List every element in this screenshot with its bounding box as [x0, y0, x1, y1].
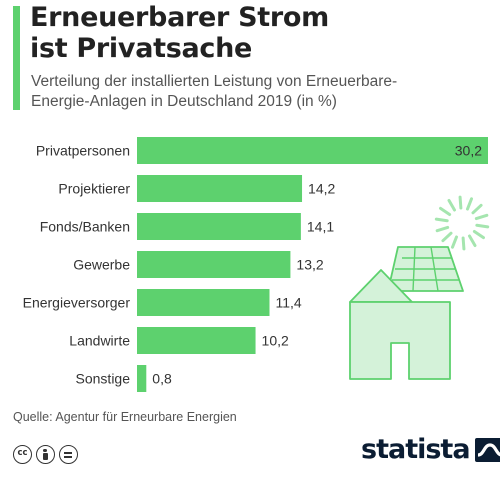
bar-energieversorger: [137, 289, 270, 316]
house-icon: [349, 269, 451, 380]
subtitle-line-2: Energie-Anlagen in Deutschland 2019 (in …: [31, 93, 337, 110]
value-label: 14,1: [307, 219, 334, 235]
sun-icon: [434, 195, 490, 251]
subtitle-line-1: Verteilung der installierten Leistung vo…: [31, 73, 398, 90]
sun-ray: [439, 206, 452, 217]
brand-name: statista: [361, 434, 471, 465]
sun-ray: [441, 231, 453, 243]
category-label: Privatpersonen: [36, 143, 130, 159]
bar-landwirte: [137, 327, 256, 354]
value-label: 14,2: [308, 181, 335, 197]
category-label: Fonds/Banken: [40, 219, 130, 235]
sun-ray: [474, 213, 489, 221]
bar-gewerbe: [137, 251, 291, 278]
sun-ray: [435, 225, 450, 233]
value-label: 13,2: [296, 257, 323, 273]
by-icon[interactable]: [36, 445, 55, 464]
bar-fonds-banken: [137, 213, 301, 240]
source-note: Quelle: Agentur für Erneurbare Energien: [13, 410, 237, 424]
license-icons: [13, 445, 78, 464]
value-label: 30,2: [455, 143, 482, 159]
sun-ray: [461, 236, 466, 251]
category-label: Energieversorger: [23, 295, 131, 311]
nd-icon[interactable]: [59, 445, 78, 464]
statista-wave-icon: [474, 437, 500, 462]
category-label: Projektierer: [58, 181, 130, 197]
sun-ray: [465, 197, 474, 211]
sun-ray: [475, 223, 490, 229]
sun-ray: [450, 235, 459, 249]
cc-icon[interactable]: [13, 445, 32, 464]
bar-privatpersonen: [137, 137, 488, 164]
sun-ray: [472, 229, 485, 240]
solar-house-illustration: [349, 195, 490, 380]
value-label: 10,2: [262, 333, 289, 349]
statista-logo[interactable]: statista: [361, 434, 500, 465]
title-line-1: Erneuerbarer Strom: [30, 2, 329, 33]
chart-subtitle: Verteilung der installierten Leistung vo…: [31, 72, 461, 112]
category-label: Sonstige: [76, 371, 131, 387]
sun-ray: [471, 203, 483, 215]
bar-chart: Privatpersonen 30,2 Projektierer 14,2 Fonds/…: [23, 137, 488, 392]
solar-panel-icon: [387, 246, 464, 292]
sun-ray: [447, 198, 457, 212]
accent-bar: [13, 6, 20, 110]
value-label: 0,8: [152, 371, 172, 387]
category-label: Gewerbe: [73, 257, 130, 273]
category-label: Landwirte: [69, 333, 130, 349]
bar-sonstige: [137, 365, 147, 392]
value-label: 11,4: [275, 295, 301, 311]
chart-title: Erneuerbarer Strom ist Privatsache: [30, 2, 329, 64]
sun-ray: [434, 217, 449, 223]
title-line-2: ist Privatsache: [30, 33, 253, 64]
sun-ray: [467, 234, 477, 248]
sun-ray: [458, 195, 463, 210]
bar-projektierer: [137, 175, 303, 202]
